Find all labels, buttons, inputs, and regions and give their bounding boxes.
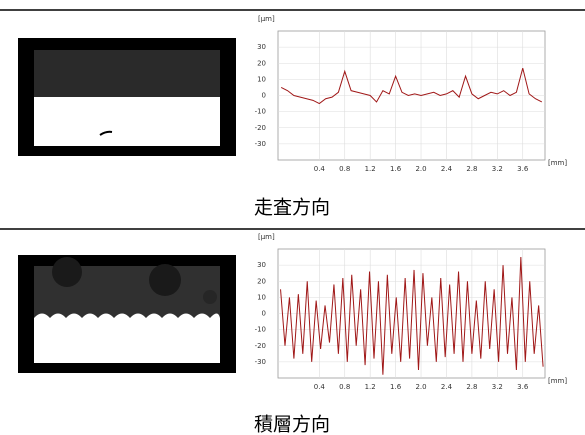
caption: 積層方向 xyxy=(254,414,330,435)
x-tick-label: 1.2 xyxy=(365,383,376,391)
x-tick-label: 2.4 xyxy=(441,383,453,391)
caption: 走査方向 xyxy=(254,197,330,219)
y-tick-label: 30 xyxy=(257,261,266,269)
y-axis-label: [μm] xyxy=(258,15,275,23)
x-tick-label: 2.0 xyxy=(415,165,426,173)
y-tick-label: -20 xyxy=(255,124,266,132)
y-tick-label: -30 xyxy=(255,140,266,148)
micrograph xyxy=(18,38,236,156)
y-tick-label: 0 xyxy=(262,92,266,100)
x-axis-label: [mm] xyxy=(548,159,567,167)
x-tick-label: 1.2 xyxy=(365,165,376,173)
x-tick-label: 2.0 xyxy=(415,383,426,391)
y-tick-label: -20 xyxy=(255,342,266,350)
y-tick-label: -30 xyxy=(255,358,266,366)
x-tick-label: 2.8 xyxy=(466,383,477,391)
y-tick-label: 30 xyxy=(257,43,266,51)
x-tick-label: 3.6 xyxy=(517,165,529,173)
x-tick-label: 3.6 xyxy=(517,383,529,391)
x-tick-label: 0.8 xyxy=(339,383,350,391)
x-axis-label: [mm] xyxy=(548,377,567,385)
y-tick-label: -10 xyxy=(255,108,266,116)
y-tick-label: 10 xyxy=(257,293,266,301)
page: 30 20 10 0 -10 -20 -30 0.4 0.8 1.2 1.6 2.0 2.4 2.8 3.2… xyxy=(0,0,585,435)
micrograph xyxy=(18,255,236,373)
y-tick-label: 20 xyxy=(257,277,266,285)
x-tick-label: 0.4 xyxy=(314,165,326,173)
y-tick-label: 0 xyxy=(262,310,266,318)
x-tick-label: 3.2 xyxy=(492,383,503,391)
y-tick-label: 10 xyxy=(257,75,266,83)
x-tick-label: 3.2 xyxy=(492,165,503,173)
y-tick-label: 20 xyxy=(257,59,266,67)
x-tick-label: 2.4 xyxy=(441,165,453,173)
x-tick-label: 0.4 xyxy=(314,383,326,391)
y-axis-label: [μm] xyxy=(258,233,275,241)
x-tick-label: 0.8 xyxy=(339,165,350,173)
x-tick-label: 2.8 xyxy=(466,165,477,173)
y-tick-label: -10 xyxy=(255,326,266,334)
x-tick-label: 1.6 xyxy=(390,165,402,173)
x-tick-label: 1.6 xyxy=(390,383,402,391)
